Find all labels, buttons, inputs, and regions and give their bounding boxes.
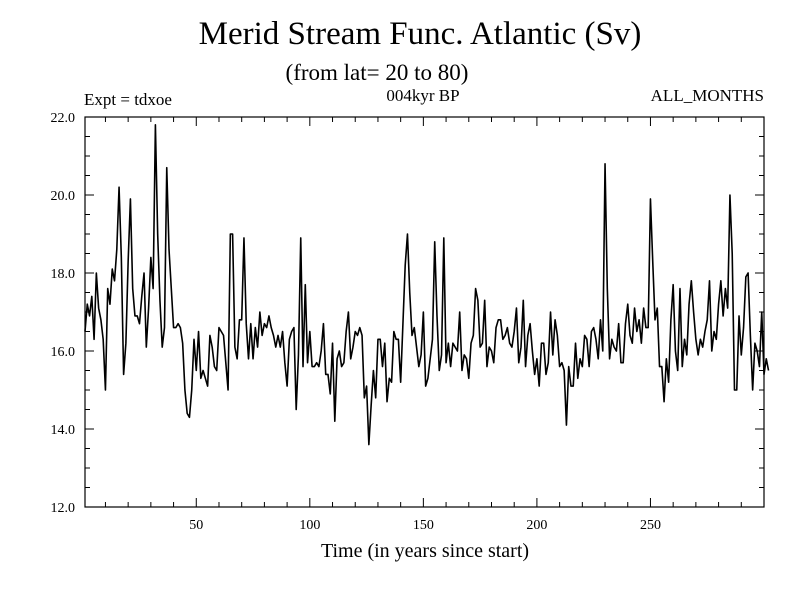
x-tick-label: 150 bbox=[413, 518, 434, 533]
period-label: 004kyr BP bbox=[386, 86, 460, 105]
months-label: ALL_MONTHS bbox=[650, 86, 764, 105]
x-tick-label: 100 bbox=[299, 518, 320, 533]
series-layer bbox=[84, 124, 770, 446]
x-tick-label: 50 bbox=[189, 518, 203, 533]
y-tick-label: 22.0 bbox=[51, 111, 76, 126]
plot-frame bbox=[84, 116, 765, 508]
chart-title: Merid Stream Func. Atlantic (Sv) bbox=[198, 16, 642, 52]
x-tick-label: 200 bbox=[526, 518, 547, 533]
y-tick-label: 16.0 bbox=[51, 345, 76, 360]
series-line-0 bbox=[84, 124, 770, 446]
y-tick-label: 18.0 bbox=[51, 267, 76, 282]
axis-ticks bbox=[85, 116, 765, 508]
experiment-label: Expt = tdxoe bbox=[84, 90, 172, 109]
x-axis-label: Time (in years since start) bbox=[320, 540, 530, 562]
chart-subtitle: (from lat= 20 to 80) bbox=[285, 60, 469, 85]
x-tick-label: 250 bbox=[640, 518, 661, 533]
y-tick-label: 14.0 bbox=[51, 423, 76, 438]
y-tick-label: 12.0 bbox=[51, 501, 76, 516]
tick-labels: 12.0 14.0 16.0 18.0 20.0 22.0 50 100 150 200 250 bbox=[51, 111, 661, 533]
y-tick-label: 20.0 bbox=[51, 189, 76, 204]
